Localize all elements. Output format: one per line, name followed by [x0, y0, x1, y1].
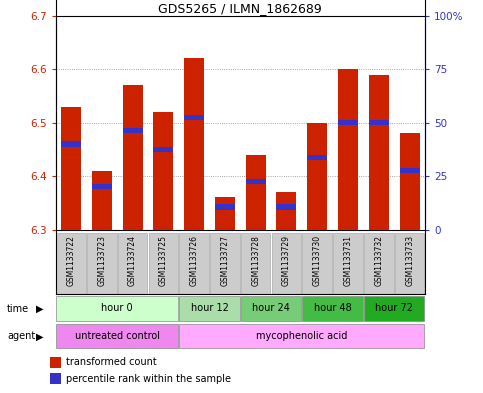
- Text: mycophenolic acid: mycophenolic acid: [256, 331, 348, 341]
- Bar: [123, 128, 142, 133]
- Text: hour 72: hour 72: [375, 303, 413, 313]
- Bar: [399, 168, 420, 173]
- Bar: [56, 324, 178, 349]
- Bar: [395, 233, 425, 294]
- Bar: [276, 204, 297, 210]
- Bar: [241, 233, 270, 294]
- Bar: [153, 112, 173, 230]
- Bar: [210, 233, 240, 294]
- Bar: [338, 69, 358, 230]
- Bar: [338, 120, 358, 125]
- Bar: [92, 171, 112, 230]
- Text: ▶: ▶: [36, 331, 44, 342]
- Bar: [364, 233, 394, 294]
- Text: hour 0: hour 0: [101, 303, 133, 313]
- Bar: [241, 296, 301, 321]
- Text: transformed count: transformed count: [67, 357, 157, 367]
- Bar: [399, 133, 420, 230]
- Bar: [179, 324, 425, 349]
- Text: percentile rank within the sample: percentile rank within the sample: [67, 374, 231, 384]
- Bar: [179, 296, 240, 321]
- Bar: [272, 233, 301, 294]
- Bar: [246, 155, 266, 230]
- Bar: [153, 147, 173, 152]
- Bar: [215, 197, 235, 230]
- Text: GSM1133725: GSM1133725: [159, 235, 168, 286]
- Text: GSM1133729: GSM1133729: [282, 235, 291, 286]
- Bar: [56, 296, 178, 321]
- Bar: [307, 155, 327, 160]
- Bar: [246, 179, 266, 184]
- Text: GSM1133727: GSM1133727: [220, 235, 229, 286]
- Bar: [302, 296, 363, 321]
- Bar: [364, 296, 425, 321]
- Bar: [61, 107, 81, 230]
- Bar: [92, 184, 112, 189]
- Bar: [184, 59, 204, 230]
- Text: GSM1133728: GSM1133728: [251, 235, 260, 286]
- Bar: [369, 75, 389, 230]
- Bar: [50, 373, 61, 384]
- Bar: [307, 123, 327, 230]
- Text: GSM1133733: GSM1133733: [405, 235, 414, 286]
- Bar: [276, 192, 297, 230]
- Bar: [179, 233, 209, 294]
- Text: GSM1133732: GSM1133732: [374, 235, 384, 286]
- Text: untreated control: untreated control: [75, 331, 159, 341]
- Bar: [333, 233, 363, 294]
- Bar: [184, 115, 204, 120]
- Bar: [149, 233, 178, 294]
- Text: hour 48: hour 48: [314, 303, 352, 313]
- Text: ▶: ▶: [36, 303, 44, 314]
- Text: GSM1133730: GSM1133730: [313, 235, 322, 286]
- Bar: [215, 204, 235, 210]
- Text: GSM1133731: GSM1133731: [343, 235, 353, 286]
- Text: agent: agent: [7, 331, 35, 342]
- Text: GSM1133724: GSM1133724: [128, 235, 137, 286]
- Text: GSM1133722: GSM1133722: [67, 235, 75, 286]
- Bar: [302, 233, 332, 294]
- Bar: [50, 356, 61, 368]
- Text: GSM1133726: GSM1133726: [190, 235, 199, 286]
- Text: GSM1133723: GSM1133723: [97, 235, 106, 286]
- Text: time: time: [7, 303, 29, 314]
- Bar: [118, 233, 147, 294]
- Bar: [369, 120, 389, 125]
- Bar: [56, 233, 85, 294]
- Text: hour 12: hour 12: [191, 303, 228, 313]
- Text: hour 24: hour 24: [252, 303, 290, 313]
- Bar: [87, 233, 116, 294]
- Title: GDS5265 / ILMN_1862689: GDS5265 / ILMN_1862689: [158, 2, 322, 15]
- Bar: [61, 141, 81, 147]
- Bar: [123, 85, 142, 230]
